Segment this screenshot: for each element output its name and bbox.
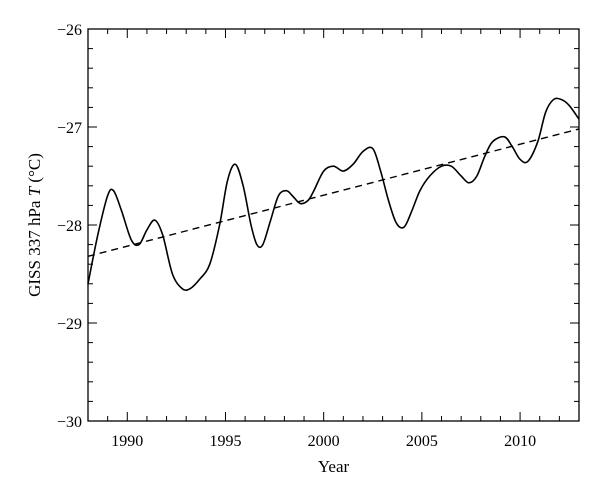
y-tick-label: −29 <box>57 316 82 333</box>
axis-ticks <box>87 28 580 422</box>
x-tick-label: 2005 <box>406 433 438 450</box>
y-tick-label: −30 <box>57 414 82 431</box>
x-tick-label: 1995 <box>209 433 241 450</box>
plot-area <box>87 97 580 292</box>
y-axis-title-unit: (°C) <box>25 153 44 187</box>
y-axis-title: GISS 337 hPa T (°C) <box>25 153 44 297</box>
x-axis-title: Year <box>318 457 350 476</box>
x-tick-label: 2010 <box>504 433 536 450</box>
temperature-series-line <box>87 97 580 292</box>
y-axis-title-prefix: GISS 337 hPa <box>25 196 44 297</box>
tick-labels: 1990 1995 2000 2005 2010 −30 −29 −28 −27 −26 <box>57 22 536 450</box>
x-tick-label: 1990 <box>111 433 143 450</box>
y-axis-title-variable: T <box>25 185 44 196</box>
y-tick-label: −27 <box>57 120 82 137</box>
trend-line <box>87 128 580 258</box>
y-tick-label: −26 <box>57 22 82 39</box>
y-tick-label: −28 <box>57 218 82 235</box>
plot-frame <box>87 28 580 422</box>
x-tick-label: 2000 <box>308 433 340 450</box>
